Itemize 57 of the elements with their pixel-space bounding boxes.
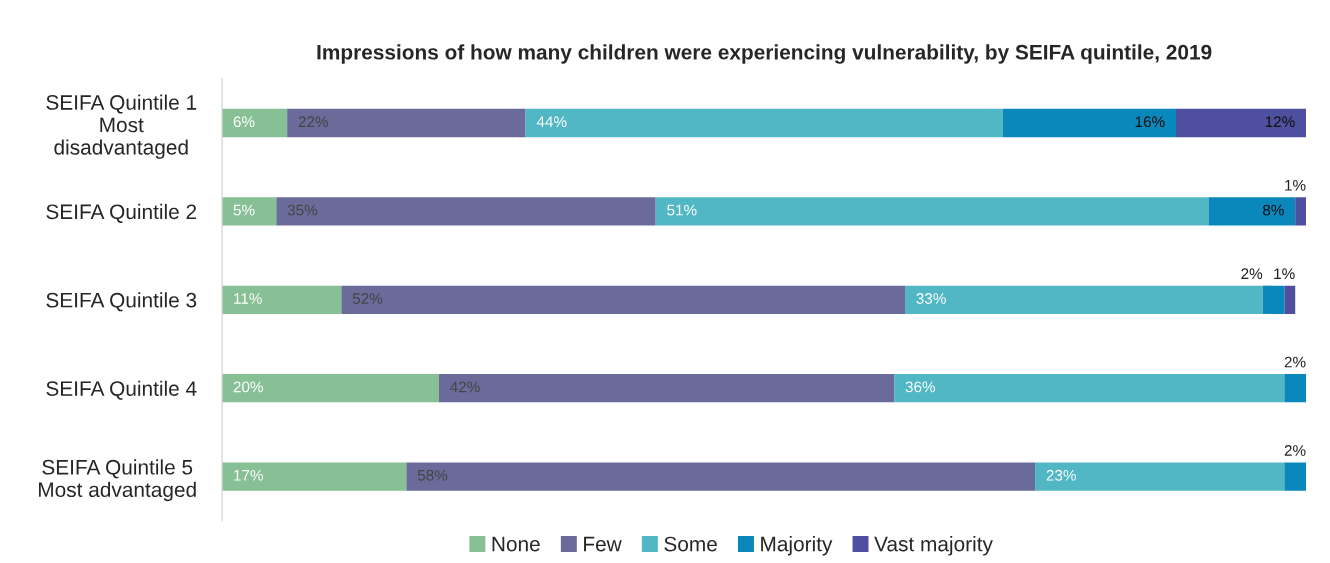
bar bbox=[1284, 462, 1307, 491]
bar bbox=[222, 285, 342, 314]
data-label: 42% bbox=[450, 381, 480, 393]
bar bbox=[222, 197, 277, 226]
bar bbox=[1284, 374, 1307, 403]
data-label: 17% bbox=[234, 469, 263, 481]
bar bbox=[1295, 197, 1307, 226]
bar bbox=[438, 374, 895, 403]
data-label: 2% bbox=[1284, 445, 1306, 456]
legend-label: None bbox=[492, 536, 540, 552]
bar bbox=[525, 108, 1003, 138]
y-tick-label: SEIFA Quintile 4 bbox=[46, 380, 197, 400]
bar bbox=[1035, 462, 1285, 491]
y-tick-label: SEIFA Quintile 2 bbox=[46, 203, 197, 223]
data-label: 1% bbox=[1274, 268, 1295, 280]
data-label: 6% bbox=[233, 116, 255, 128]
data-label: 35% bbox=[287, 204, 318, 216]
bar bbox=[1175, 108, 1307, 138]
bar bbox=[1262, 285, 1285, 314]
y-tick-label: SEIFA Quintile 5 Most advantaged bbox=[39, 459, 196, 502]
data-label: 8% bbox=[1262, 204, 1284, 216]
y-tick-label: SEIFA Quintile 3 bbox=[46, 292, 197, 312]
data-label: 12% bbox=[1265, 116, 1295, 128]
bar bbox=[341, 285, 905, 314]
bar bbox=[276, 197, 656, 226]
data-label: 16% bbox=[1135, 116, 1165, 128]
legend-label: Few bbox=[584, 536, 622, 552]
legend-label: Majority bbox=[761, 536, 833, 556]
bar bbox=[1208, 197, 1296, 226]
data-label: 11% bbox=[234, 293, 262, 304]
data-label: 52% bbox=[352, 293, 383, 304]
data-label: 22% bbox=[298, 116, 329, 128]
bar bbox=[1002, 108, 1176, 138]
data-label: 5% bbox=[233, 204, 255, 216]
bar bbox=[655, 197, 1209, 226]
bar bbox=[222, 374, 439, 403]
bar bbox=[905, 285, 1263, 314]
bar bbox=[222, 462, 407, 491]
data-label: 36% bbox=[905, 381, 936, 393]
legend-label: Vast majority bbox=[874, 536, 993, 556]
data-label: 20% bbox=[233, 381, 263, 393]
bar bbox=[406, 462, 1036, 491]
chart-title: Impressions of how many children were experiencing vulnerability, by SEIFA quintile, 2019 bbox=[317, 44, 1212, 64]
data-label: 1% bbox=[1285, 179, 1306, 191]
data-label: 44% bbox=[536, 116, 567, 128]
legend-label: Some bbox=[664, 536, 717, 552]
bar bbox=[287, 108, 526, 138]
data-label: 51% bbox=[667, 204, 697, 216]
bar bbox=[1284, 285, 1296, 314]
data-label: 2% bbox=[1284, 356, 1306, 368]
data-label: 2% bbox=[1241, 268, 1263, 280]
y-tick-label: SEIFA Quintile 1 Most disadvantaged bbox=[46, 94, 197, 159]
data-label: 33% bbox=[916, 293, 946, 304]
bar bbox=[222, 108, 288, 138]
data-label: 23% bbox=[1046, 469, 1076, 481]
bar bbox=[894, 374, 1285, 403]
data-label: 58% bbox=[417, 469, 448, 481]
